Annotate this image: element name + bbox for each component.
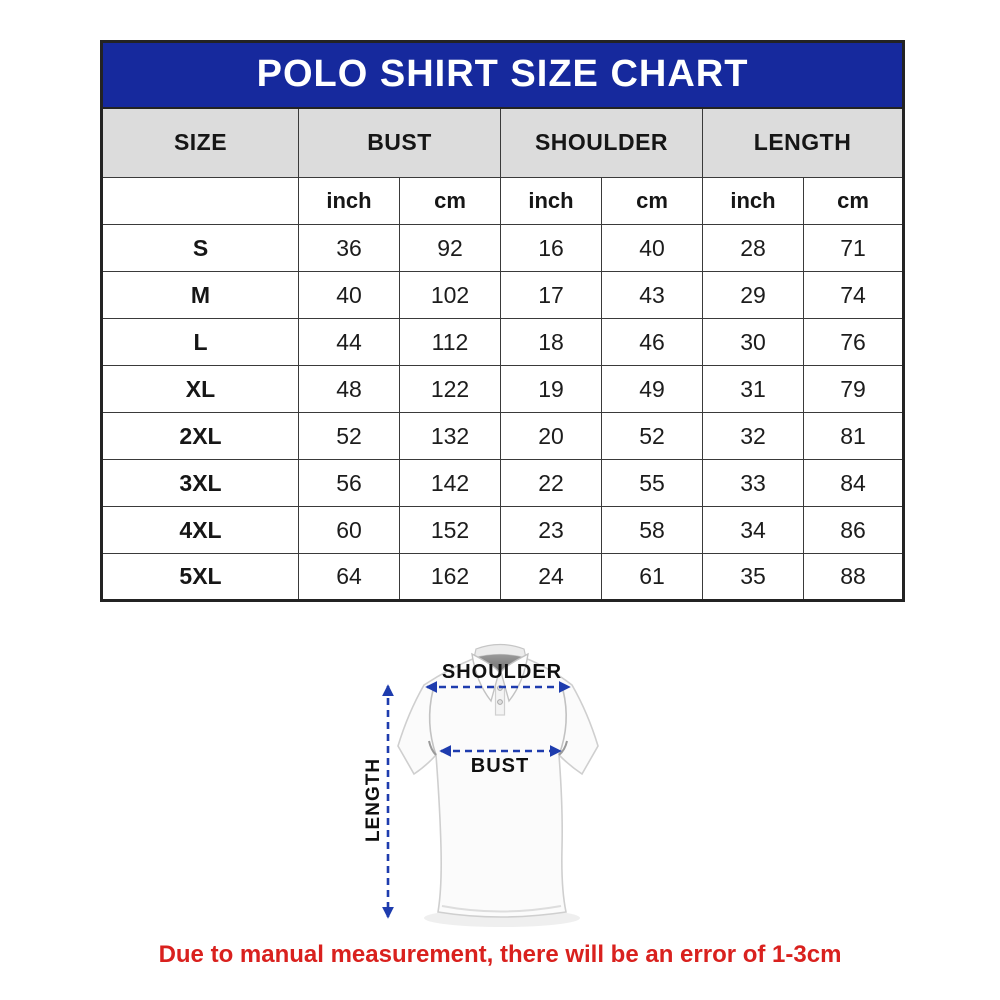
header-length: LENGTH [701, 107, 905, 178]
unit-cell: cm [802, 177, 905, 225]
size-label: 4XL [101, 506, 299, 554]
banner-row: POLO SHIRT SIZE CHART [100, 41, 905, 109]
table-row: 2XL 52 132 20 52 32 81 [101, 412, 905, 460]
left-underarm-shade [428, 740, 437, 756]
measurement-value: 34 [702, 506, 804, 554]
measurement-value: 142 [399, 459, 501, 507]
unit-cell: cm [399, 177, 501, 225]
bust-dimension-label: BUST [470, 755, 530, 777]
measurement-value: 55 [601, 459, 703, 507]
measurement-value: 56 [298, 459, 400, 507]
measurement-value: 132 [399, 412, 501, 460]
unit-row: inch cm inch cm inch cm [101, 177, 905, 225]
measurement-value: 18 [500, 318, 602, 366]
unit-cell-empty [101, 177, 299, 225]
table-row: 4XL 60 152 23 58 34 86 [101, 506, 905, 554]
measurement-value: 44 [298, 318, 400, 366]
measurement-value: 23 [500, 506, 602, 554]
measurement-diagram: SHOULDER BUST LENGTH [330, 628, 670, 943]
measurement-value: 112 [399, 318, 501, 366]
measurement-value: 40 [601, 224, 703, 272]
measurement-value: 60 [298, 506, 400, 554]
measurement-value: 84 [802, 459, 905, 507]
measurement-value: 102 [399, 271, 501, 319]
shoulder-dimension-label: SHOULDER [441, 661, 563, 683]
button [497, 699, 503, 705]
measurement-value: 152 [399, 506, 501, 554]
measurement-value: 33 [702, 459, 804, 507]
measurement-value: 31 [702, 365, 804, 413]
table-row: L 44 112 18 46 30 76 [101, 318, 905, 366]
measurement-value: 76 [802, 318, 905, 366]
size-label: 3XL [101, 459, 299, 507]
measurement-value: 32 [702, 412, 804, 460]
polo-shirt-graphic [382, 643, 599, 927]
length-dimension-label: LENGTH [363, 757, 384, 843]
size-label: 5XL [101, 553, 299, 601]
measurement-value: 22 [500, 459, 602, 507]
measurement-value: 40 [298, 271, 400, 319]
table-row: 3XL 56 142 22 55 33 84 [101, 459, 905, 507]
measurement-value: 49 [601, 365, 703, 413]
button-placket [494, 670, 506, 716]
size-label: 2XL [101, 412, 299, 460]
measurement-value: 88 [802, 553, 905, 601]
measurement-value: 52 [298, 412, 400, 460]
measurement-value: 81 [802, 412, 905, 460]
unit-cell: cm [601, 177, 703, 225]
measurement-value: 43 [601, 271, 703, 319]
measurement-value: 17 [500, 271, 602, 319]
measurement-value: 162 [399, 553, 501, 601]
header-bust: BUST [298, 107, 501, 178]
measurement-value: 61 [601, 553, 703, 601]
left-armhole-seam [428, 689, 437, 756]
measurement-value: 52 [601, 412, 703, 460]
size-label: M [101, 271, 299, 319]
measurement-value: 24 [500, 553, 602, 601]
measurement-value: 74 [802, 271, 905, 319]
size-chart-table: POLO SHIRT SIZE CHART SIZE BUST SHOULDER… [100, 40, 906, 602]
hem-shade [441, 905, 562, 913]
measurement-value: 19 [500, 365, 602, 413]
table-row: XL 48 122 19 49 31 79 [101, 365, 905, 413]
measurement-value: 64 [298, 553, 400, 601]
measurement-value: 92 [399, 224, 501, 272]
measurement-value: 122 [399, 365, 501, 413]
unit-cell: inch [298, 177, 400, 225]
measurement-value: 28 [702, 224, 804, 272]
measurement-value: 29 [702, 271, 804, 319]
measurement-value: 71 [802, 224, 905, 272]
measurement-value: 36 [298, 224, 400, 272]
unit-cell: inch [500, 177, 602, 225]
size-label: XL [101, 365, 299, 413]
measurement-value: 30 [702, 318, 804, 366]
measurement-value: 35 [702, 553, 804, 601]
table-row: M 40 102 17 43 29 74 [101, 271, 905, 319]
header-shoulder: SHOULDER [500, 107, 703, 178]
column-header-row: SIZE BUST SHOULDER LENGTH [101, 107, 905, 178]
size-label: L [101, 318, 299, 366]
measurement-value: 79 [802, 365, 905, 413]
size-label: S [101, 224, 299, 272]
table-row: S 36 92 16 40 28 71 [101, 224, 905, 272]
measurement-value: 86 [802, 506, 905, 554]
header-size: SIZE [101, 107, 299, 178]
measurement-value: 46 [601, 318, 703, 366]
measurement-value: 48 [298, 365, 400, 413]
shirt-body [397, 654, 599, 918]
measurement-disclaimer: Due to manual measurement, there will be… [158, 941, 842, 968]
page-title: POLO SHIRT SIZE CHART [100, 41, 905, 109]
measurement-value: 58 [601, 506, 703, 554]
table-row: 5XL 64 162 24 61 35 88 [101, 553, 905, 601]
measurement-value: 20 [500, 412, 602, 460]
unit-cell: inch [702, 177, 804, 225]
measurement-value: 16 [500, 224, 602, 272]
